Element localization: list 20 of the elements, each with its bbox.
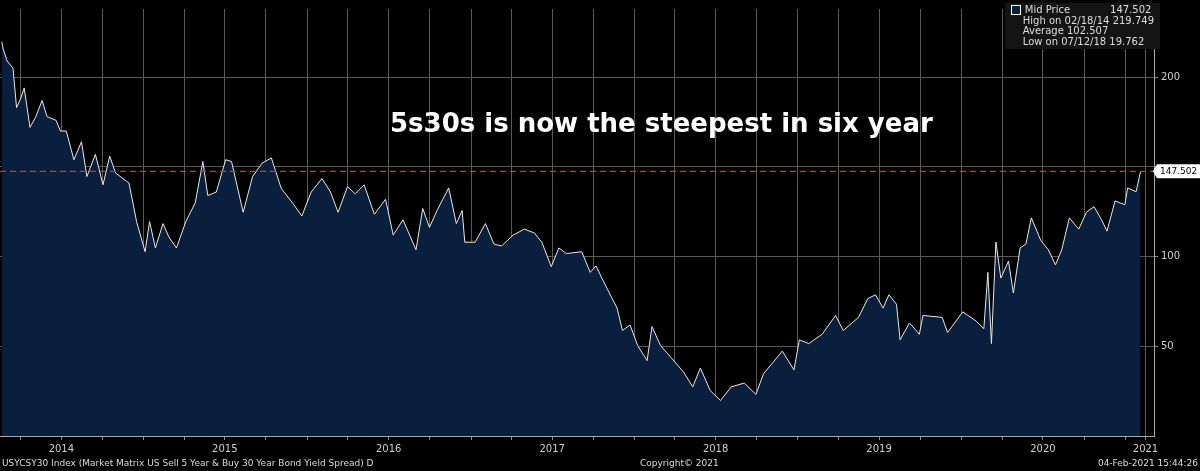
text: Copyright© 2021 [640, 458, 719, 468]
x-tick-label: 2014 [48, 442, 75, 454]
text: 5s30s is now the steepest in six year [389, 108, 934, 138]
x-tick-label: 2019 [866, 442, 892, 454]
x-tick-label: 2016 [375, 442, 402, 454]
ref-line-label: 147.502 [1160, 166, 1198, 177]
x-tick-label: 2015 [212, 442, 238, 454]
y-tick-label: 200 [1161, 70, 1181, 82]
text: Mid Price 147.502 [1024, 4, 1152, 15]
x-tick-label: 2018 [702, 442, 729, 454]
text: 04-Feb-2021 15:44:26 [1097, 458, 1198, 468]
annotation: Average 102.507 [1021, 25, 1110, 37]
x-tick-label: 2017 [539, 442, 565, 454]
annotation: High on 02/18/14 219.749 [1021, 14, 1154, 26]
y-tick-label: 100 [1161, 250, 1181, 262]
x-tick-label: 2021 [1132, 442, 1159, 454]
text: USYCSY30 Index (Market Matrix US Sell 5 Year & Buy 30 Year Bond Yield Spread) D [2, 458, 374, 468]
x-tick-label: 2020 [1030, 442, 1056, 454]
y-tick-label: 50 [1161, 339, 1174, 351]
annotation: Low on 07/12/18 19.762 [1021, 35, 1146, 47]
